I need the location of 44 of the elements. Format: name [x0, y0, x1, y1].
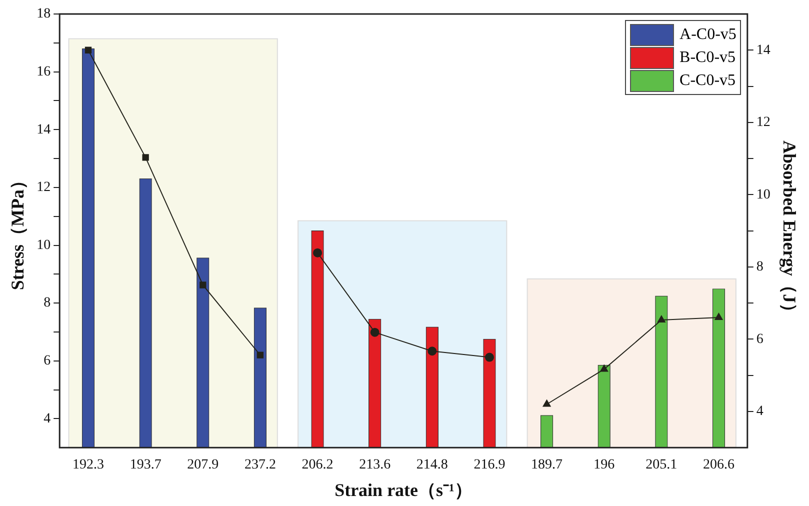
- point: [142, 154, 149, 161]
- y-tick-label: 4: [44, 411, 51, 426]
- y-tick-label: 10: [36, 238, 51, 253]
- y2-tick-label: 4: [756, 404, 764, 420]
- x-tick-label: 216.9: [474, 458, 506, 473]
- legend-label: A-C0-v5: [680, 26, 736, 44]
- y-axis-title: Stress（MPa）: [7, 171, 28, 290]
- y2-axis-title: Absorbed Energy（J）: [780, 140, 800, 322]
- legend-label: C-C0-v5: [680, 72, 736, 90]
- x-tick-label: 207.9: [187, 458, 219, 473]
- point: [542, 400, 551, 407]
- x-tick-label: 206.2: [302, 458, 334, 473]
- legend-label: B-C0-v5: [680, 48, 736, 66]
- y-tick-label: 14: [36, 122, 51, 138]
- x-tick-label: 196: [594, 458, 615, 473]
- y-tick-label: 12: [36, 180, 51, 196]
- point: [714, 313, 723, 320]
- point: [313, 248, 322, 258]
- y-tick-label: 16: [36, 64, 51, 80]
- y-tick-label: 8: [44, 296, 51, 311]
- x-tick-label: 214.8: [416, 458, 448, 473]
- point: [600, 364, 608, 372]
- y-tick-label: 18: [36, 6, 51, 22]
- point: [484, 352, 494, 362]
- point: [657, 316, 666, 323]
- y2-tick-label: 14: [756, 42, 770, 58]
- x-tick-label: 189.7: [531, 458, 563, 473]
- point: [370, 328, 380, 337]
- x-tick-label: 206.6: [702, 458, 734, 473]
- x-tick-label: 193.7: [130, 458, 162, 473]
- x-tick-label: 237.2: [244, 458, 276, 473]
- point: [200, 282, 206, 288]
- x-tick-label: 192.3: [72, 458, 104, 473]
- point: [256, 352, 264, 358]
- y2-tick-label: 6: [756, 332, 764, 347]
- y2-tick-label: 8: [756, 260, 764, 275]
- x-tick-label: 205.1: [646, 458, 678, 473]
- y-tick-label: 6: [44, 354, 51, 369]
- x-tick-label: 213.6: [359, 458, 391, 473]
- point: [428, 346, 437, 356]
- point: [84, 46, 92, 54]
- y2-tick-label: 12: [756, 115, 770, 130]
- y2-tick-label: 10: [756, 187, 770, 202]
- x-axis-title: Strain rate（s⁻¹）: [334, 480, 472, 500]
